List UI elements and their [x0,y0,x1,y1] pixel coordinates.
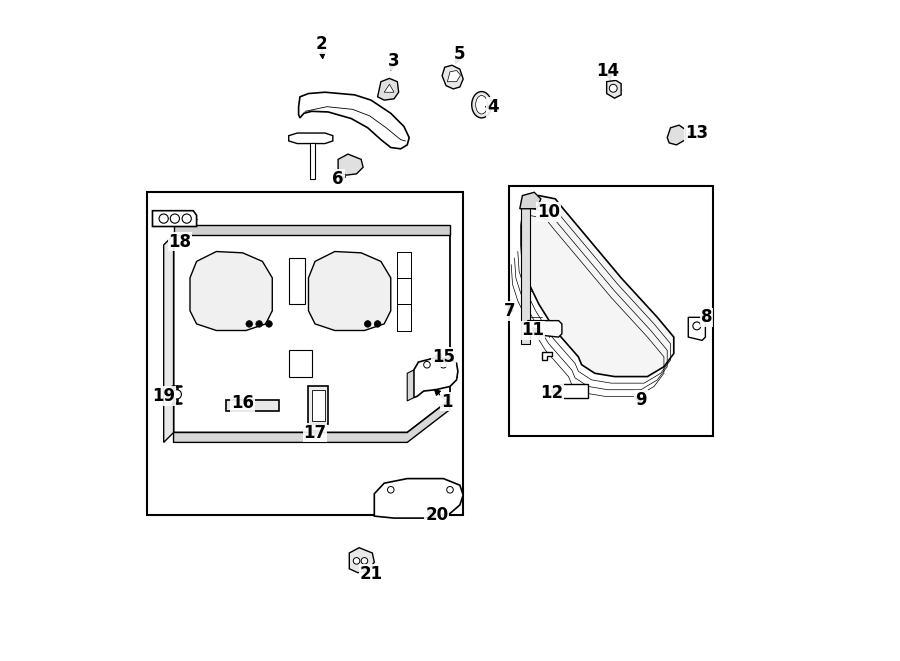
Polygon shape [148,192,464,515]
Text: 7: 7 [503,302,515,320]
Text: 1: 1 [441,393,453,410]
Polygon shape [667,125,686,145]
Text: 4: 4 [487,98,499,116]
Ellipse shape [476,96,488,114]
Text: 6: 6 [332,170,344,188]
Text: 10: 10 [537,203,560,221]
Polygon shape [349,548,374,572]
Text: 14: 14 [597,61,619,79]
Polygon shape [190,252,273,330]
Circle shape [440,362,446,368]
Text: 20: 20 [426,506,448,524]
Text: 21: 21 [359,565,382,583]
Polygon shape [521,199,530,344]
Polygon shape [338,154,363,175]
Polygon shape [407,370,414,401]
Polygon shape [174,400,450,442]
Text: 8: 8 [701,308,713,327]
Polygon shape [310,143,315,179]
Circle shape [182,214,192,223]
Text: 17: 17 [303,424,327,442]
Circle shape [266,321,273,327]
Polygon shape [309,387,328,424]
Polygon shape [289,133,333,143]
Polygon shape [520,192,541,209]
Polygon shape [378,79,399,100]
Circle shape [446,486,454,493]
Text: 12: 12 [541,384,563,402]
Circle shape [172,390,182,399]
Text: 13: 13 [685,124,708,142]
Text: 19: 19 [152,387,176,405]
Circle shape [246,321,253,327]
Polygon shape [442,65,464,89]
Polygon shape [527,321,562,337]
Polygon shape [447,71,461,82]
Ellipse shape [472,92,491,118]
Circle shape [361,558,368,564]
Circle shape [159,214,168,223]
Polygon shape [289,350,311,377]
Polygon shape [289,258,305,304]
Circle shape [256,321,263,327]
Text: 11: 11 [521,321,544,340]
Polygon shape [521,196,674,377]
Polygon shape [414,358,458,398]
Circle shape [170,214,179,223]
Polygon shape [374,479,464,518]
Polygon shape [174,225,450,235]
Polygon shape [311,390,325,420]
Polygon shape [164,235,174,442]
Circle shape [374,321,381,327]
Text: 16: 16 [231,394,254,412]
Text: 15: 15 [432,348,454,366]
Circle shape [353,558,360,564]
Circle shape [388,486,394,493]
Circle shape [609,85,617,93]
Polygon shape [152,211,196,227]
Circle shape [693,322,701,330]
Polygon shape [174,235,450,432]
Circle shape [424,362,430,368]
Polygon shape [299,93,410,149]
Polygon shape [309,252,391,330]
Text: 18: 18 [168,233,192,251]
Polygon shape [688,317,706,340]
Polygon shape [384,85,394,93]
Text: 9: 9 [635,391,647,408]
Text: 5: 5 [454,45,465,63]
Polygon shape [559,385,589,398]
Text: 2: 2 [316,35,328,53]
Polygon shape [607,81,621,98]
Polygon shape [226,400,279,410]
Circle shape [364,321,371,327]
Text: 3: 3 [388,52,400,69]
Polygon shape [542,352,552,360]
Polygon shape [509,186,714,436]
